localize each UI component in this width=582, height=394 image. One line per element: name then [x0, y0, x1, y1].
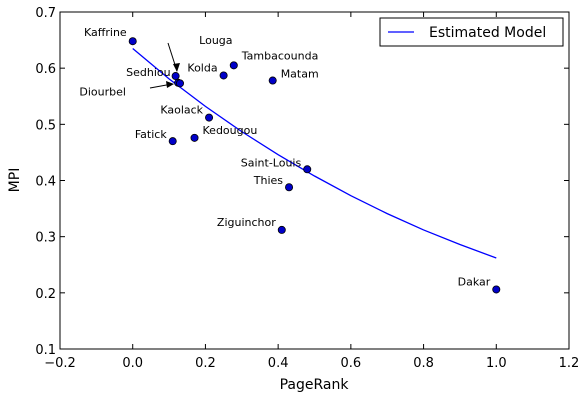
diourbel-callout-arrowhead: [166, 81, 174, 88]
x-tick-label: 0.6: [341, 356, 362, 371]
x-tick-label: 0.4: [268, 356, 289, 371]
callouts: [149, 42, 180, 89]
y-tick-label: 0.4: [35, 175, 56, 190]
x-tick-label: 0.0: [122, 356, 143, 371]
data-point-kedougou: [190, 133, 199, 142]
legend: Estimated Model: [379, 17, 564, 47]
y-tick-label: 0.3: [35, 231, 56, 246]
data-point-sedhiou: [171, 72, 180, 81]
point-label-fatick: Fatick: [135, 128, 167, 141]
x-tick-label: 1.0: [486, 356, 507, 371]
point-label-louga: Louga: [199, 34, 232, 47]
point-label-ziguinchor: Ziguinchor: [217, 216, 276, 229]
point-label-dakar: Dakar: [458, 275, 491, 288]
y-tick-label: 0.7: [35, 6, 56, 21]
data-point-thies: [285, 183, 294, 192]
x-tick-label: 1.2: [559, 356, 580, 371]
y-axis: 0.1 0.2 0.3 0.4 0.5 0.6 0.7: [35, 6, 569, 358]
y-tick-label: 0.6: [35, 62, 56, 77]
louga-callout-arrowhead: [173, 63, 180, 72]
x-tick-label: −0.2: [44, 356, 76, 371]
point-label-saint-louis: Saint-Louis: [241, 156, 302, 169]
y-tick-label: 0.1: [35, 343, 56, 358]
data-point-kaolack: [205, 113, 214, 122]
point-label-sedhiou: Sedhiou: [126, 66, 170, 79]
data-points: [128, 37, 501, 294]
data-point-diourbel: [175, 79, 184, 88]
data-point-saint-louis: [303, 165, 312, 174]
point-label-kaolack: Kaolack: [160, 104, 203, 117]
legend-label: Estimated Model: [429, 25, 546, 41]
point-label-kedougou: Kedougou: [203, 124, 258, 137]
point-label-kolda: Kolda: [187, 61, 217, 74]
x-axis: −0.2 0.0 0.2 0.4 0.6 0.8 1.0 1.2: [44, 12, 579, 371]
data-point-ziguinchor: [277, 225, 286, 234]
y-tick-label: 0.5: [35, 118, 56, 133]
x-tick-label: 0.2: [195, 356, 216, 371]
data-point-matam: [268, 76, 277, 85]
point-label-thies: Thies: [253, 174, 284, 187]
data-point-tambacounda: [229, 61, 238, 70]
x-axis-title: PageRank: [280, 377, 350, 393]
estimated-model-line: [132, 48, 497, 259]
y-axis-title: MPI: [7, 168, 23, 193]
x-tick-label: 0.8: [413, 356, 434, 371]
plot-area: [59, 11, 570, 350]
point-label-diourbel: Diourbel: [79, 85, 126, 98]
y-tick-label: 0.2: [35, 287, 56, 302]
data-point-dakar: [492, 285, 501, 294]
data-point-fatick: [168, 137, 177, 146]
point-label-matam: Matam: [281, 68, 319, 81]
data-point-kolda: [219, 71, 228, 80]
data-point-kaffrine: [128, 37, 137, 46]
point-label-kaffrine: Kaffrine: [84, 26, 127, 39]
point-label-tambacounda: Tambacounda: [241, 49, 319, 62]
